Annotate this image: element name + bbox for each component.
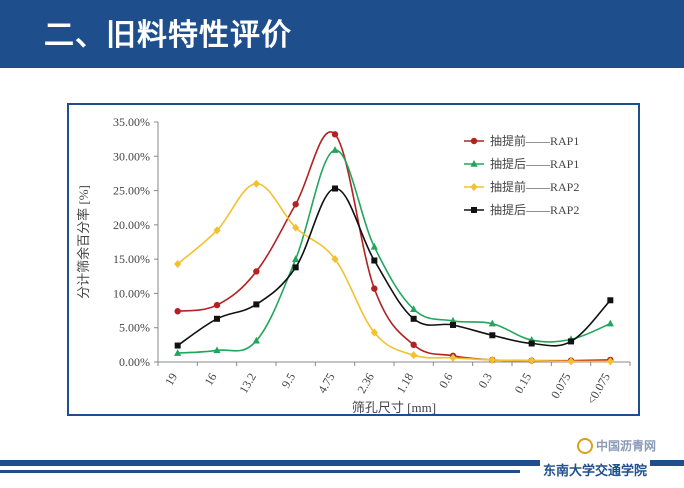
y-tick-label: 35.00%: [113, 115, 150, 129]
x-tick-label: 4.75: [315, 371, 338, 396]
series-4-point: [607, 297, 614, 304]
legend-entry: 抽提前——RAP1: [490, 133, 579, 148]
footer-bar-thin: [0, 470, 520, 473]
series-1-point: [292, 201, 299, 208]
school-name: 东南大学交通学院: [540, 460, 651, 479]
series-1-point: [331, 131, 339, 138]
series-3-point: [606, 357, 614, 366]
series-2-point: [292, 255, 300, 262]
x-tick-label: 16: [201, 371, 219, 388]
legend-marker: [470, 137, 478, 145]
watermark-text: 中国沥青网: [596, 439, 657, 453]
x-axis-label: 筛孔尺寸 [mm]: [352, 400, 436, 415]
x-tick-label: <0.075: [584, 371, 613, 407]
x-tick-label: 9.5: [279, 371, 299, 391]
series-3-point: [528, 356, 536, 365]
legend-entry: 抽提后——RAP1: [490, 156, 579, 171]
x-tick-label: 1.18: [394, 371, 417, 396]
series-1-point: [213, 301, 221, 309]
legend-entry: 抽提后——RAP2: [490, 202, 579, 217]
series-1-point: [253, 268, 260, 275]
x-tick-label: 19: [162, 371, 180, 388]
series-4-point: [292, 264, 299, 271]
series-3-point: [449, 353, 457, 362]
series-1-point: [410, 341, 417, 349]
series-3-point: [370, 328, 378, 337]
series-3-point: [410, 351, 418, 360]
y-tick-label: 20.00%: [113, 218, 150, 232]
legend-marker: [470, 183, 478, 191]
x-tick-label: 0.3: [475, 371, 495, 391]
series-4-point: [528, 340, 535, 347]
x-tick-label: 0.15: [512, 371, 535, 396]
footer-bar: [0, 460, 684, 466]
x-tick-label: 0.6: [436, 371, 456, 391]
chart-frame: [67, 103, 640, 416]
series-2-point: [174, 349, 182, 356]
series-2-point: [331, 146, 339, 153]
series-3-point: [252, 179, 260, 188]
legend-marker: [471, 207, 477, 213]
series-1-point: [371, 285, 378, 292]
legend-entry: 抽提前——RAP2: [490, 179, 579, 194]
x-tick-label: 13.2: [236, 371, 259, 396]
y-tick-label: 30.00%: [113, 149, 150, 163]
series-4-point: [214, 315, 220, 322]
series-2-point: [449, 316, 457, 324]
y-axis-label: 分计筛余百分率 [%]: [76, 185, 91, 299]
y-tick-label: 15.00%: [113, 252, 150, 266]
series-3-point: [174, 259, 182, 268]
series-1-point: [174, 308, 181, 315]
series-3-point: [488, 355, 496, 364]
series-4-point: [450, 321, 456, 328]
series-2-point: [213, 346, 221, 354]
legend-marker: [470, 160, 478, 167]
y-tick-label: 10.00%: [113, 286, 150, 300]
y-tick-label: 25.00%: [113, 184, 150, 198]
series-3-point: [567, 357, 575, 366]
series-2-point: [370, 242, 378, 250]
series-3-point: [331, 255, 339, 264]
series-2-point: [488, 319, 496, 327]
series-4-point: [568, 338, 574, 345]
watermark-seal-icon: [577, 438, 593, 454]
x-tick-label: 0.075: [548, 371, 574, 401]
series-4-point: [253, 301, 260, 308]
series-3-point: [213, 226, 221, 235]
slide-title: 二、旧料特性评价: [44, 18, 292, 53]
y-tick-label: 5.00%: [119, 321, 150, 335]
series-2-point: [410, 305, 418, 312]
series-2-point: [606, 319, 614, 327]
series-4-point: [489, 332, 496, 339]
series-4-point: [371, 257, 378, 264]
series-3-point: [292, 223, 300, 232]
series-4-point: [410, 315, 417, 322]
x-tick-label: 2.36: [354, 371, 377, 396]
y-tick-label: 0.00%: [119, 355, 150, 369]
series-4-point: [174, 342, 181, 349]
series-4-point: [332, 185, 338, 192]
slide-header: 二、旧料特性评价: [0, 0, 684, 68]
series-2-point: [252, 336, 260, 344]
